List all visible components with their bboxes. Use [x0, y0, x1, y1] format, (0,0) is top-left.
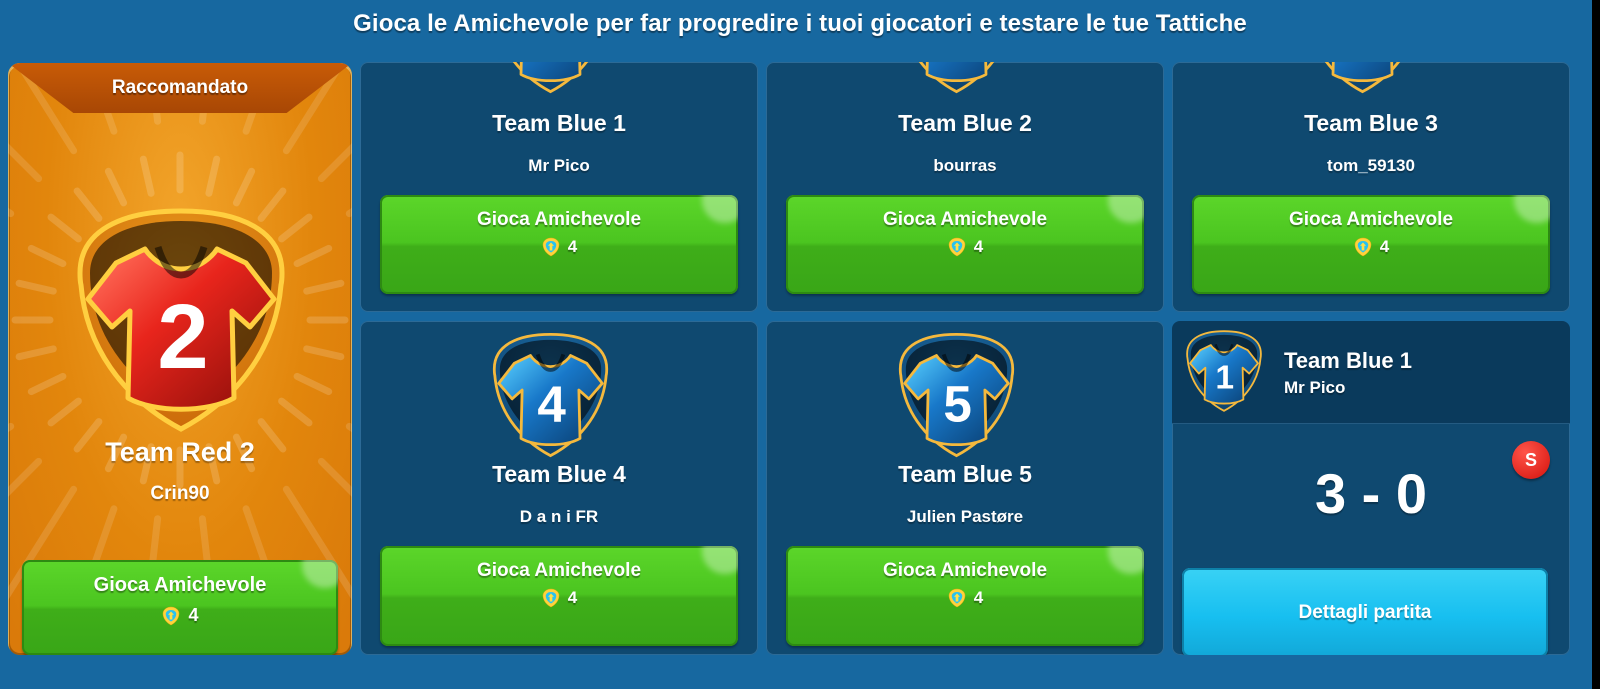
- svg-text:1: 1: [1215, 359, 1234, 396]
- svg-text:2: 2: [157, 286, 208, 388]
- svg-text:5: 5: [943, 376, 971, 433]
- svg-text:4: 4: [537, 376, 566, 433]
- svg-text:2: 2: [943, 62, 971, 69]
- svg-text:3: 3: [1349, 62, 1377, 69]
- svg-text:1: 1: [537, 62, 565, 69]
